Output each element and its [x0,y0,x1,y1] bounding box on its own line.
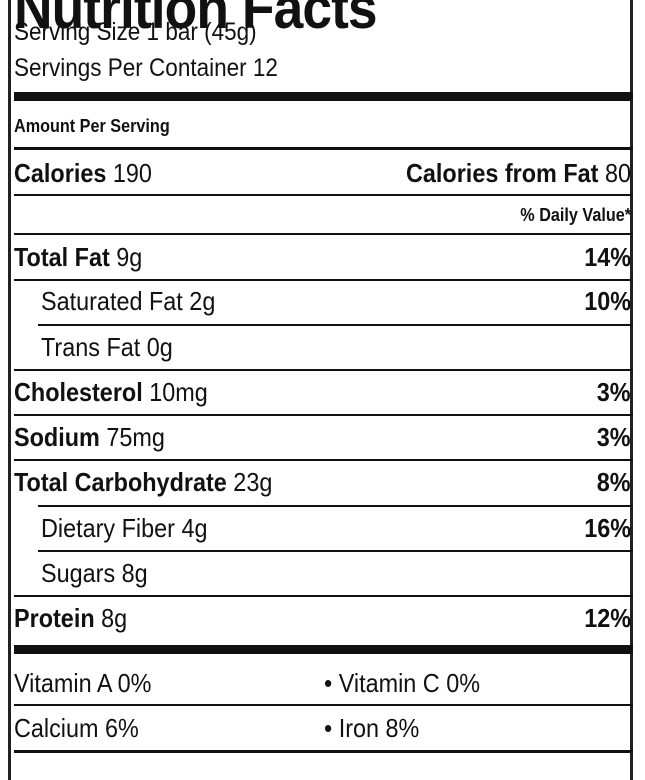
vitamin-left: Calcium 6% [14,713,139,743]
nutrient-amount: 23g [233,466,273,497]
daily-value-header: % Daily Value* [520,204,631,225]
nutrient-name: Sugars [41,557,116,588]
divider [38,550,633,552]
nutrient-name: Cholesterol [14,376,143,407]
nutrient-dv: 8% [597,466,631,497]
nutrient-amount: 10mg [149,376,208,407]
vitamin-left: Vitamin A 0% [14,668,152,698]
nutrient-dv: 12% [584,602,631,633]
nutrient-name: Dietary Fiber [41,512,175,543]
label-title: Nutrition Facts [14,0,378,41]
nutrient-name: Total Fat [14,241,110,272]
divider [14,194,633,196]
nutrient-row: Cholesterol 10mg 3% [14,372,631,412]
nutrient-dv: 10% [584,285,631,316]
calories-from-fat-value: 80 [604,157,631,188]
nutrient-amount: 75mg [106,421,165,452]
amount-per-serving: Amount Per Serving [14,116,170,136]
nutrient-row: Protein 8g 12% [14,598,631,638]
divider [14,750,633,753]
servings-per-container: Servings Per Container 12 [14,54,278,82]
calories-from-fat-label: Calories from Fat [406,157,599,188]
vitamin-row: Calcium 6% • Iron 8% [14,705,631,749]
divider [38,324,633,326]
divider [14,704,633,706]
nutrient-row: Sodium 75mg 3% [14,417,631,457]
vitamin-row: Vitamin A 0% • Vitamin C 0% [14,660,631,704]
nutrient-amount: 8g [101,602,128,633]
calories-label: Calories [14,157,107,188]
nutrient-amount: 9g [116,241,143,272]
nutrient-name: Trans Fat [41,331,141,362]
nutrient-name: Total Carbohydrate [14,466,227,497]
nutrition-label [8,0,633,780]
nutrient-amount: 2g [189,285,216,316]
nutrient-row: Sugars 8g [14,553,631,593]
divider [14,147,633,150]
nutrient-amount: 8g [121,557,148,588]
divider [14,233,633,235]
nutrient-dv: 3% [597,376,631,407]
nutrient-dv: 16% [584,512,631,543]
nutrient-amount: 0g [146,331,173,362]
divider [38,505,633,507]
nutrient-row: Trans Fat 0g [14,327,631,367]
divider [14,279,633,281]
nutrient-name: Sodium [14,421,100,452]
calories-row: Calories 190 Calories from Fat 80 [14,153,631,193]
nutrient-row: Saturated Fat 2g 10% [14,281,631,321]
thick-divider [14,645,633,654]
nutrient-dv: 3% [597,421,631,452]
nutrient-name: Protein [14,602,95,633]
nutrient-row: Dietary Fiber 4g 16% [14,508,631,548]
serving-size: Serving Size 1 bar (45g) [14,18,257,46]
nutrient-dv: 14% [584,241,631,272]
divider [14,369,633,371]
nutrient-amount: 4g [181,512,208,543]
vitamin-right: • Vitamin C 0% [324,668,481,698]
divider [14,459,633,461]
nutrient-row: Total Fat 9g 14% [14,237,631,277]
vitamin-right: • Iron 8% [324,713,420,743]
nutrient-row: Total Carbohydrate 23g 8% [14,462,631,502]
divider [14,414,633,416]
thick-divider [14,92,633,101]
daily-value-header-row: % Daily Value* [14,197,631,233]
divider [14,595,633,597]
nutrient-name: Saturated Fat [41,285,183,316]
calories-value: 190 [112,157,152,188]
